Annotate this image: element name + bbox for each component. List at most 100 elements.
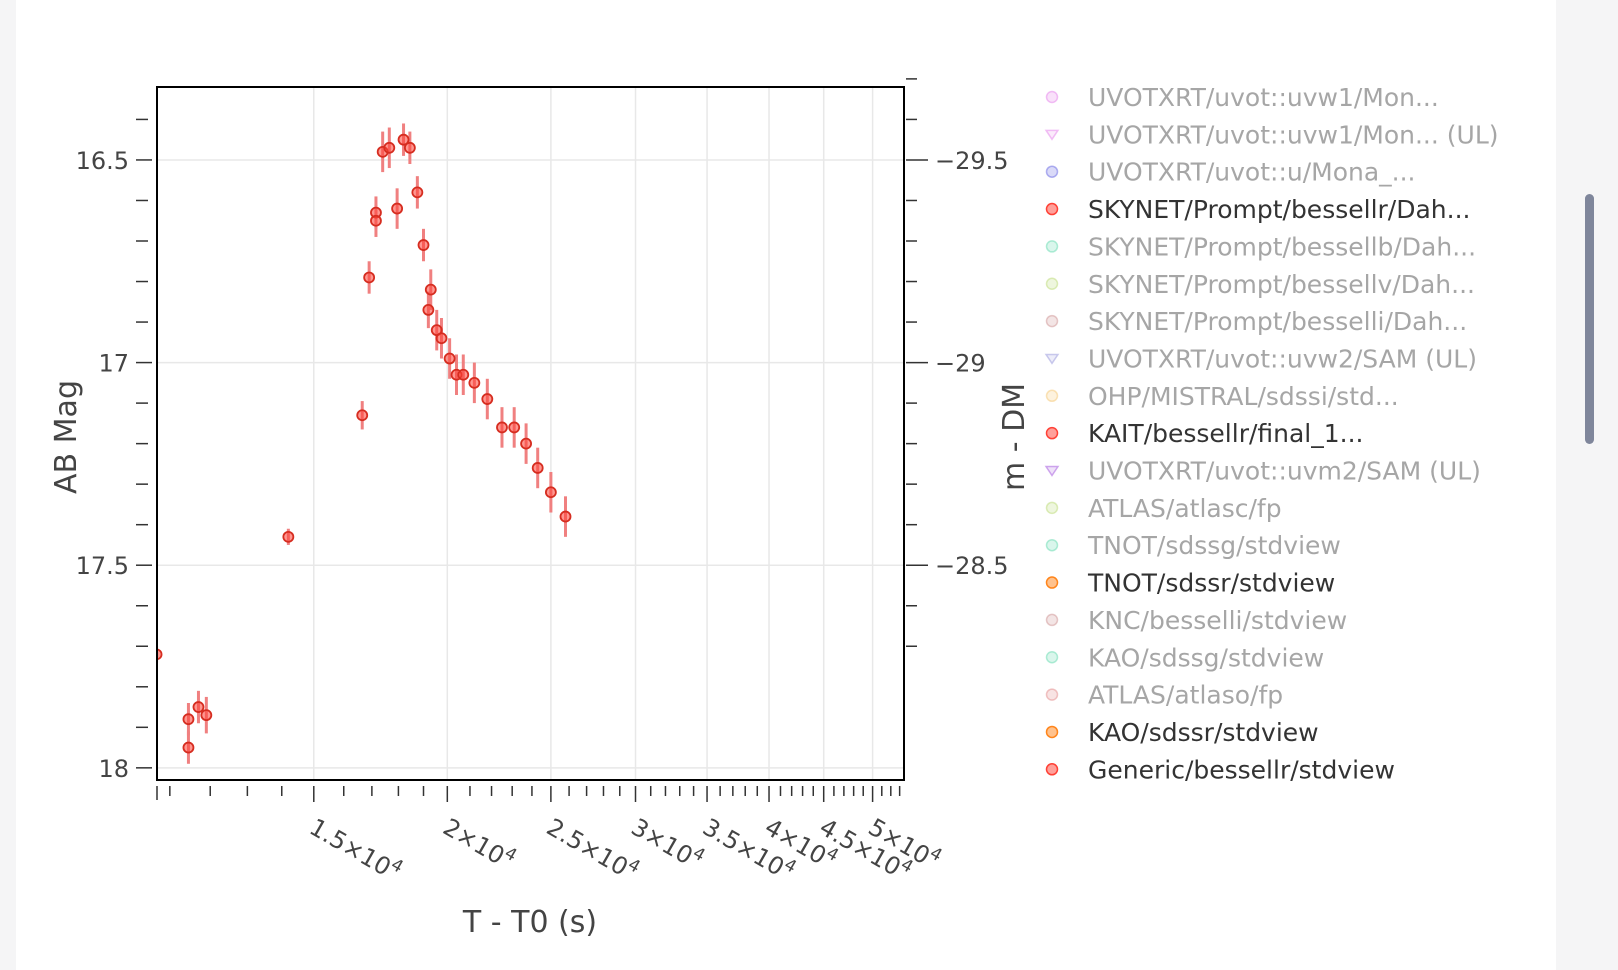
grid-lines: [157, 87, 904, 780]
legend-marker: [1045, 90, 1059, 104]
legend-label: UVOTXRT/uvot::uvw1/Mon... (UL): [1088, 120, 1499, 149]
y2-tick-label: −29: [935, 350, 986, 378]
legend-item[interactable]: ATLAS/atlasc/fp: [1045, 494, 1282, 523]
legend-label: ATLAS/atlasc/fp: [1088, 494, 1282, 523]
legend-label: ATLAS/atlaso/fp: [1088, 681, 1283, 710]
data-point[interactable]: [435, 332, 448, 345]
legend-label: SKYNET/Prompt/bessellb/Dah...: [1088, 232, 1476, 261]
data-point[interactable]: [443, 352, 456, 365]
legend-item[interactable]: SKYNET/Prompt/besselli/Dah...: [1045, 307, 1468, 336]
legend-marker: [1044, 465, 1060, 477]
y2-axis-title: m - DM: [997, 383, 1032, 491]
data-point[interactable]: [282, 530, 295, 543]
legend-label: UVOTXRT/uvot::u/Mona_...: [1088, 158, 1416, 187]
legend-marker: [1044, 353, 1060, 365]
data-point[interactable]: [424, 283, 437, 296]
legend-marker: [1044, 129, 1060, 141]
data-point[interactable]: [417, 239, 430, 251]
legend-marker: [1045, 613, 1059, 627]
legend-item[interactable]: KNC/besselli/stdview: [1045, 606, 1348, 635]
legend-item[interactable]: UVOTXRT/uvot::uvw1/Mon...: [1045, 83, 1439, 112]
data-point[interactable]: [520, 437, 532, 450]
legend-item[interactable]: SKYNET/Prompt/bessellb/Dah...: [1045, 232, 1477, 261]
legend-label: SKYNET/Prompt/besselli/Dah...: [1088, 307, 1467, 336]
legend-label: KAIT/bessellr/final_1...: [1088, 419, 1364, 448]
legend-item[interactable]: UVOTXRT/uvot::u/Mona_...: [1045, 158, 1416, 187]
data-point[interactable]: [383, 141, 396, 154]
data-point[interactable]: [403, 141, 416, 154]
data-point[interactable]: [531, 462, 544, 474]
x-tick-label: 2×104: [438, 810, 520, 875]
legend-marker: [1045, 688, 1059, 701]
x-tick-label: 1.5×104: [305, 810, 407, 887]
legend-label: UVOTXRT/uvot::uvw1/Mon...: [1088, 83, 1439, 112]
legend-label: KAO/sdssg/stdview: [1088, 643, 1324, 672]
y-tick-label: 17: [98, 350, 129, 378]
legend-marker: [1045, 538, 1059, 552]
legend-marker: [1045, 277, 1059, 290]
legend-item[interactable]: SKYNET/Prompt/bessellv/Dah...: [1045, 270, 1476, 299]
legend-item[interactable]: Generic/bessellr/stdview: [1045, 755, 1395, 784]
y-tick-label: 18: [98, 755, 129, 783]
data-point[interactable]: [356, 409, 369, 422]
y-tick-label: 17.5: [76, 552, 129, 580]
data-point[interactable]: [468, 376, 481, 389]
legend-item[interactable]: OHP/MISTRAL/sdssi/std...: [1045, 382, 1399, 411]
x-tick-label: 2.5×104: [542, 810, 644, 887]
legend-marker: [1045, 202, 1059, 216]
legend-item[interactable]: KAO/sdssg/stdview: [1045, 643, 1325, 672]
y2-tick-label: −28.5: [935, 552, 1009, 580]
legend-item[interactable]: TNOT/sdssg/stdview: [1045, 531, 1341, 560]
data-point[interactable]: [559, 510, 572, 523]
legend-item[interactable]: UVOTXRT/uvot::uvw2/SAM (UL): [1044, 344, 1477, 373]
legend-item[interactable]: KAIT/bessellr/final_1...: [1045, 419, 1364, 448]
data-points: [152, 133, 572, 754]
data-point[interactable]: [363, 271, 376, 284]
data-point[interactable]: [422, 303, 435, 316]
legend-label: Generic/bessellr/stdview: [1088, 755, 1395, 784]
legend-label: UVOTXRT/uvot::uvm2/SAM (UL): [1088, 457, 1481, 486]
legend-item[interactable]: KAO/sdssr/stdview: [1045, 718, 1319, 747]
legend-marker: [1045, 651, 1059, 664]
legend-item[interactable]: ATLAS/atlaso/fp: [1045, 681, 1284, 710]
plot-frame: [156, 86, 905, 781]
error-bars: [157, 123, 568, 764]
axes: 1.5×104 2×104 2.5×1043×1043.5×1044×1044.5×…: [76, 78, 1009, 887]
data-point[interactable]: [182, 713, 195, 726]
legend-marker: [1045, 576, 1059, 589]
legend-item[interactable]: UVOTXRT/uvot::uvw1/Mon... (UL): [1044, 120, 1499, 149]
data-point[interactable]: [397, 133, 410, 146]
legend-item[interactable]: UVOTXRT/uvot::uvm2/SAM (UL): [1044, 457, 1481, 486]
legend-label: TNOT/sdssr/stdview: [1087, 569, 1335, 598]
legend: UVOTXRT/uvot::uvw1/Mon...UVOTXRT/uvot::u…: [1044, 83, 1499, 784]
data-point[interactable]: [192, 701, 205, 713]
legend-label: KNC/besselli/stdview: [1088, 606, 1347, 635]
legend-label: TNOT/sdssg/stdview: [1087, 531, 1341, 560]
legend-item[interactable]: TNOT/sdssr/stdview: [1045, 569, 1336, 598]
data-point[interactable]: [152, 648, 163, 661]
scrollbar-thumb[interactable]: [1585, 194, 1594, 444]
data-point[interactable]: [391, 202, 404, 215]
legend-marker: [1045, 314, 1059, 328]
y2-tick-label: −29.5: [935, 147, 1009, 175]
legend-marker: [1045, 389, 1059, 403]
data-point[interactable]: [457, 368, 470, 381]
data-point[interactable]: [496, 421, 508, 434]
legend-marker: [1045, 240, 1059, 253]
plot-card: [16, 0, 1556, 970]
x-axis-title: T - T0 (s): [462, 905, 597, 940]
data-point[interactable]: [411, 186, 424, 199]
legend-marker: [1045, 501, 1059, 515]
data-point[interactable]: [508, 421, 521, 434]
legend-marker: [1045, 426, 1059, 440]
data-point[interactable]: [370, 214, 382, 227]
scrollbar-track[interactable]: [1574, 0, 1618, 970]
data-point[interactable]: [481, 393, 494, 405]
legend-item[interactable]: SKYNET/Prompt/bessellr/Dah...: [1045, 195, 1471, 224]
data-point[interactable]: [182, 741, 195, 754]
legend-label: UVOTXRT/uvot::uvw2/SAM (UL): [1088, 344, 1477, 373]
data-point[interactable]: [544, 486, 557, 499]
legend-label: SKYNET/Prompt/bessellv/Dah...: [1088, 270, 1475, 299]
data-point[interactable]: [200, 709, 213, 722]
